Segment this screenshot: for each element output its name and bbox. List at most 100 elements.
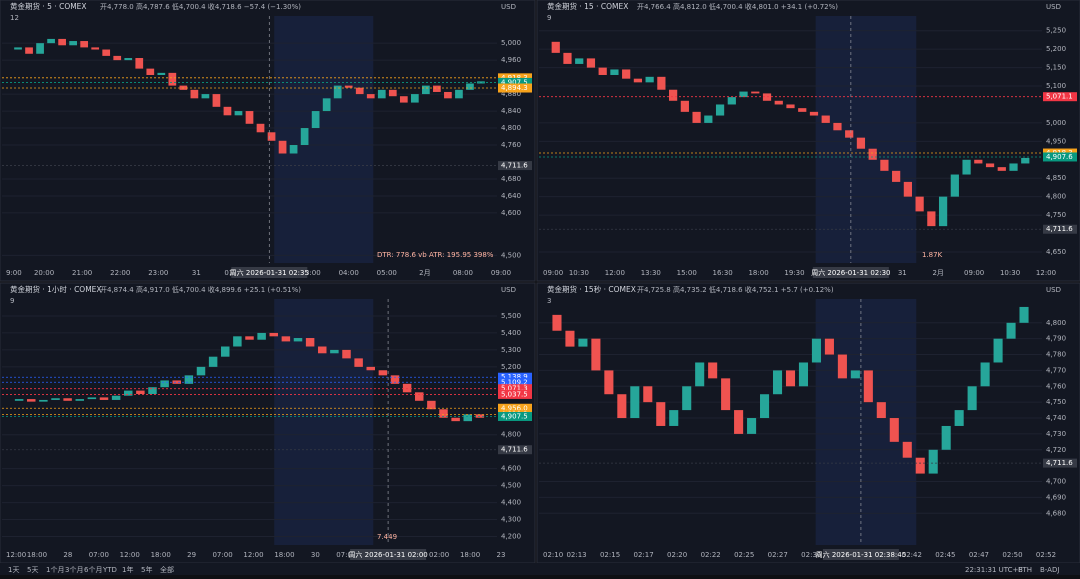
candle	[355, 87, 364, 95]
candle	[868, 148, 877, 160]
candle	[160, 380, 169, 388]
range-button[interactable]: 1年	[122, 565, 133, 574]
candle	[928, 449, 938, 474]
crosshair-tag	[350, 549, 427, 560]
candle	[14, 47, 22, 50]
y-tick-label: 5,250	[1046, 27, 1066, 35]
range-button[interactable]: YTD	[102, 566, 117, 574]
x-tick-label: 09:00	[491, 269, 511, 277]
y-tick-label: 4,730	[1046, 430, 1066, 438]
candle	[124, 390, 133, 396]
price-tag-label: 4,907.5	[501, 78, 528, 86]
y-tick-label: 4,840	[501, 107, 521, 115]
candle	[551, 41, 560, 53]
plot-shade	[274, 299, 374, 545]
session[interactable]: ETH	[1018, 566, 1032, 574]
candle	[565, 330, 575, 347]
price-tag-label: 4,711.6	[1046, 459, 1073, 467]
x-tick-label: 02:13	[566, 551, 586, 559]
x-tick-label: 02:22	[701, 551, 721, 559]
candle	[630, 386, 640, 419]
candle	[354, 358, 363, 367]
x-tick-label: 05:00	[377, 269, 397, 277]
indicator-count[interactable]: 12	[10, 14, 19, 22]
candle	[692, 111, 701, 123]
y-tick-label: 5,000	[1046, 119, 1066, 127]
y-tick-label: 4,770	[1046, 366, 1066, 374]
candle	[300, 128, 309, 146]
x-tick-label: 18:00	[460, 551, 480, 559]
y-tick-label: 4,950	[1046, 137, 1066, 145]
price-tag-label: 4,711.6	[501, 446, 528, 454]
candle	[318, 346, 327, 354]
candle	[1019, 306, 1029, 323]
x-tick-label: 10:30	[1000, 269, 1020, 277]
y-tick-label: 4,690	[1046, 493, 1066, 501]
x-tick-label: 13:30	[641, 269, 661, 277]
chart-title: 黄金期货 · 15 · COMEX	[547, 1, 628, 11]
price-tag-label: 4,907.5	[501, 412, 528, 420]
x-tick-label: 23:00	[148, 269, 168, 277]
currency: USD	[501, 3, 516, 11]
x-tick-label: 22:00	[110, 269, 130, 277]
candle	[433, 85, 441, 92]
candle	[51, 398, 60, 400]
candle	[415, 392, 424, 401]
candle	[39, 399, 48, 402]
x-tick-label: 31	[898, 269, 907, 277]
candle	[962, 159, 971, 175]
candle	[245, 111, 254, 124]
candle	[997, 167, 1006, 171]
candle	[1006, 322, 1016, 339]
price-tag	[498, 372, 532, 382]
candle	[245, 336, 254, 340]
price-tag	[498, 403, 532, 413]
candle	[586, 58, 596, 68]
x-tick-label: 15:00	[677, 269, 697, 277]
candle	[58, 38, 66, 46]
candle	[439, 409, 448, 418]
candle	[378, 370, 388, 376]
candle	[786, 104, 795, 109]
candle	[184, 375, 194, 384]
range-button[interactable]: 5天	[27, 566, 38, 574]
price-tag-label: 4,711.6	[501, 162, 528, 170]
candle	[591, 338, 601, 371]
indicator-count[interactable]: 9	[10, 297, 14, 305]
indicator-count[interactable]: 9	[547, 14, 551, 22]
candle	[682, 386, 692, 411]
candle	[708, 362, 718, 379]
candle	[322, 98, 331, 112]
y-tick-label: 4,400	[501, 499, 521, 507]
range-button[interactable]: 1天	[8, 566, 19, 574]
candle	[727, 97, 736, 105]
price-tag-label: 4,907.6	[1046, 153, 1073, 161]
candle	[257, 332, 266, 340]
currency: USD	[1046, 3, 1061, 11]
range-button[interactable]: 3个月	[65, 566, 83, 574]
candle	[80, 41, 89, 48]
candle	[680, 100, 689, 112]
x-tick-label: 2月	[419, 269, 430, 277]
price-tag-label: 5,109.2	[501, 378, 528, 386]
candle	[610, 69, 619, 75]
range-button[interactable]: 5年	[141, 565, 152, 574]
candle	[850, 370, 860, 379]
x-tick-label: 02:25	[734, 551, 754, 559]
y-tick-label: 4,740	[1046, 414, 1066, 422]
x-tick-label: 16:30	[713, 269, 733, 277]
price-tag	[498, 389, 532, 399]
crosshair-label: 周六 2026-01-31 02:35	[230, 268, 309, 277]
candle	[645, 76, 654, 83]
x-tick-label: 30	[311, 551, 320, 559]
y-tick-label: 5,400	[501, 329, 521, 337]
range-button[interactable]: 全部	[160, 565, 174, 574]
indicator-count[interactable]: 3	[547, 297, 551, 305]
candle	[902, 441, 912, 458]
adjust[interactable]: B-ADJ	[1040, 566, 1059, 574]
candle	[25, 47, 33, 54]
candle	[915, 196, 924, 212]
range-button[interactable]: 6个月	[84, 566, 102, 574]
range-button[interactable]: 1个月	[46, 566, 64, 574]
candle	[289, 145, 298, 154]
